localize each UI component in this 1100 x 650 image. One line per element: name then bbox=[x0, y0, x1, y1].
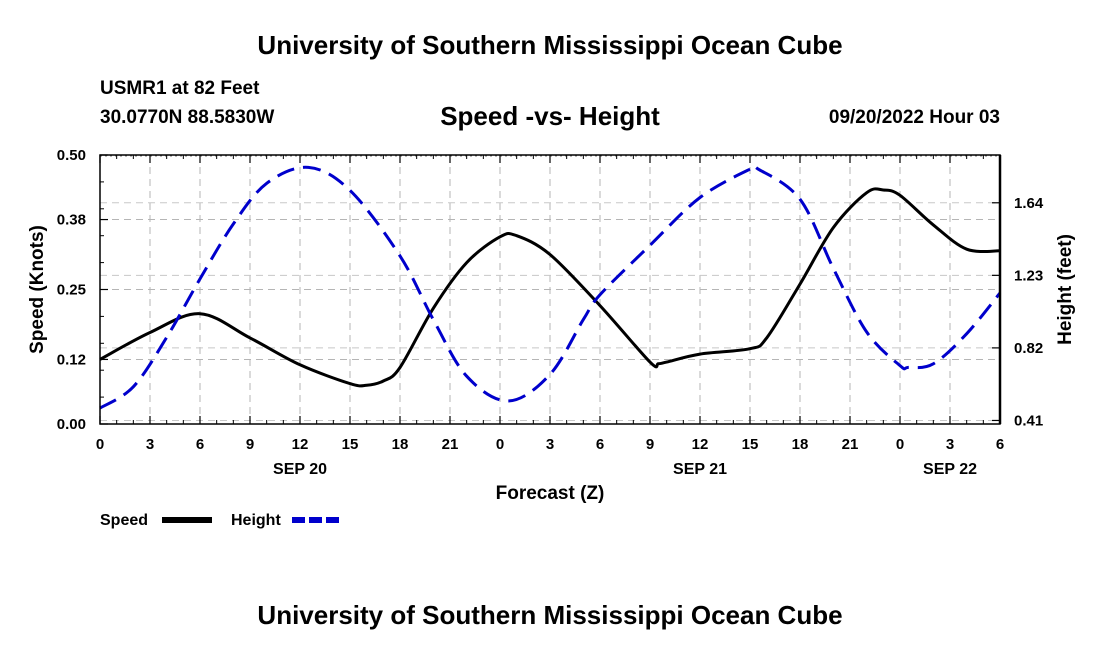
y2-tick-label: 1.64 bbox=[1014, 195, 1044, 212]
day-label: SEP 20 bbox=[273, 461, 327, 478]
y2-tick-label: 1.23 bbox=[1014, 267, 1043, 284]
axes: 0 3 6 9 12 15 18 21 0 3 6 9 12 15 18 21 0 3 6 SEP 20 SEP 21 S… bbox=[57, 147, 1044, 478]
x-tick-label: 0 bbox=[96, 436, 104, 453]
y2-tick-label: 0.41 bbox=[1014, 412, 1043, 429]
x-tick-label: 9 bbox=[246, 436, 254, 453]
x-tick-label: 6 bbox=[996, 436, 1004, 453]
page-title: University of Southern Mississippi Ocean… bbox=[257, 30, 843, 60]
x-tick-label: 12 bbox=[292, 436, 309, 453]
x-tick-label: 0 bbox=[896, 436, 904, 453]
x-tick-label: 18 bbox=[392, 436, 409, 453]
footer-title: University of Southern Mississippi Ocean… bbox=[257, 600, 843, 630]
x-tick-label: 15 bbox=[342, 436, 359, 453]
datetime-label: 09/20/2022 Hour 03 bbox=[828, 107, 1000, 128]
legend-height-label: Height bbox=[231, 512, 281, 529]
series-line-height bbox=[99, 163, 1002, 410]
y-tick-label: 0.25 bbox=[57, 282, 86, 299]
y2-axis-label: Height (feet) bbox=[1055, 234, 1076, 345]
y-axis-label: Speed (Knots) bbox=[27, 225, 48, 354]
day-label: SEP 21 bbox=[673, 461, 727, 478]
x-axis-label: Forecast (Z) bbox=[496, 483, 605, 504]
x-tick-label: 12 bbox=[692, 436, 709, 453]
series-line-speed bbox=[99, 187, 1001, 388]
x-tick-label: 6 bbox=[596, 436, 604, 453]
legend: Speed Height bbox=[100, 512, 342, 529]
station-label: USMR1 at 82 Feet bbox=[100, 78, 260, 99]
x-tick-label: 18 bbox=[792, 436, 809, 453]
x-tick-label: 3 bbox=[546, 436, 554, 453]
y-tick-label: 0.38 bbox=[57, 212, 86, 229]
x-tick-label: 9 bbox=[646, 436, 654, 453]
chart-title: Speed -vs- Height bbox=[440, 101, 660, 131]
x-tick-label: 15 bbox=[742, 436, 759, 453]
y-tick-label: 0.50 bbox=[57, 147, 86, 164]
coordinates-label: 30.0770N 88.5830W bbox=[100, 107, 275, 128]
x-tick-label: 3 bbox=[946, 436, 954, 453]
y-tick-label: 0.00 bbox=[57, 416, 86, 433]
x-tick-label: 0 bbox=[496, 436, 504, 453]
x-tick-label: 21 bbox=[842, 436, 859, 453]
y-tick-label: 0.12 bbox=[57, 351, 86, 368]
legend-speed-label: Speed bbox=[100, 512, 148, 529]
day-label: SEP 22 bbox=[923, 461, 977, 478]
x-tick-label: 3 bbox=[146, 436, 154, 453]
x-tick-label: 21 bbox=[442, 436, 459, 453]
y2-tick-label: 0.82 bbox=[1014, 340, 1043, 357]
x-tick-label: 6 bbox=[196, 436, 204, 453]
series-layer bbox=[99, 163, 1002, 410]
